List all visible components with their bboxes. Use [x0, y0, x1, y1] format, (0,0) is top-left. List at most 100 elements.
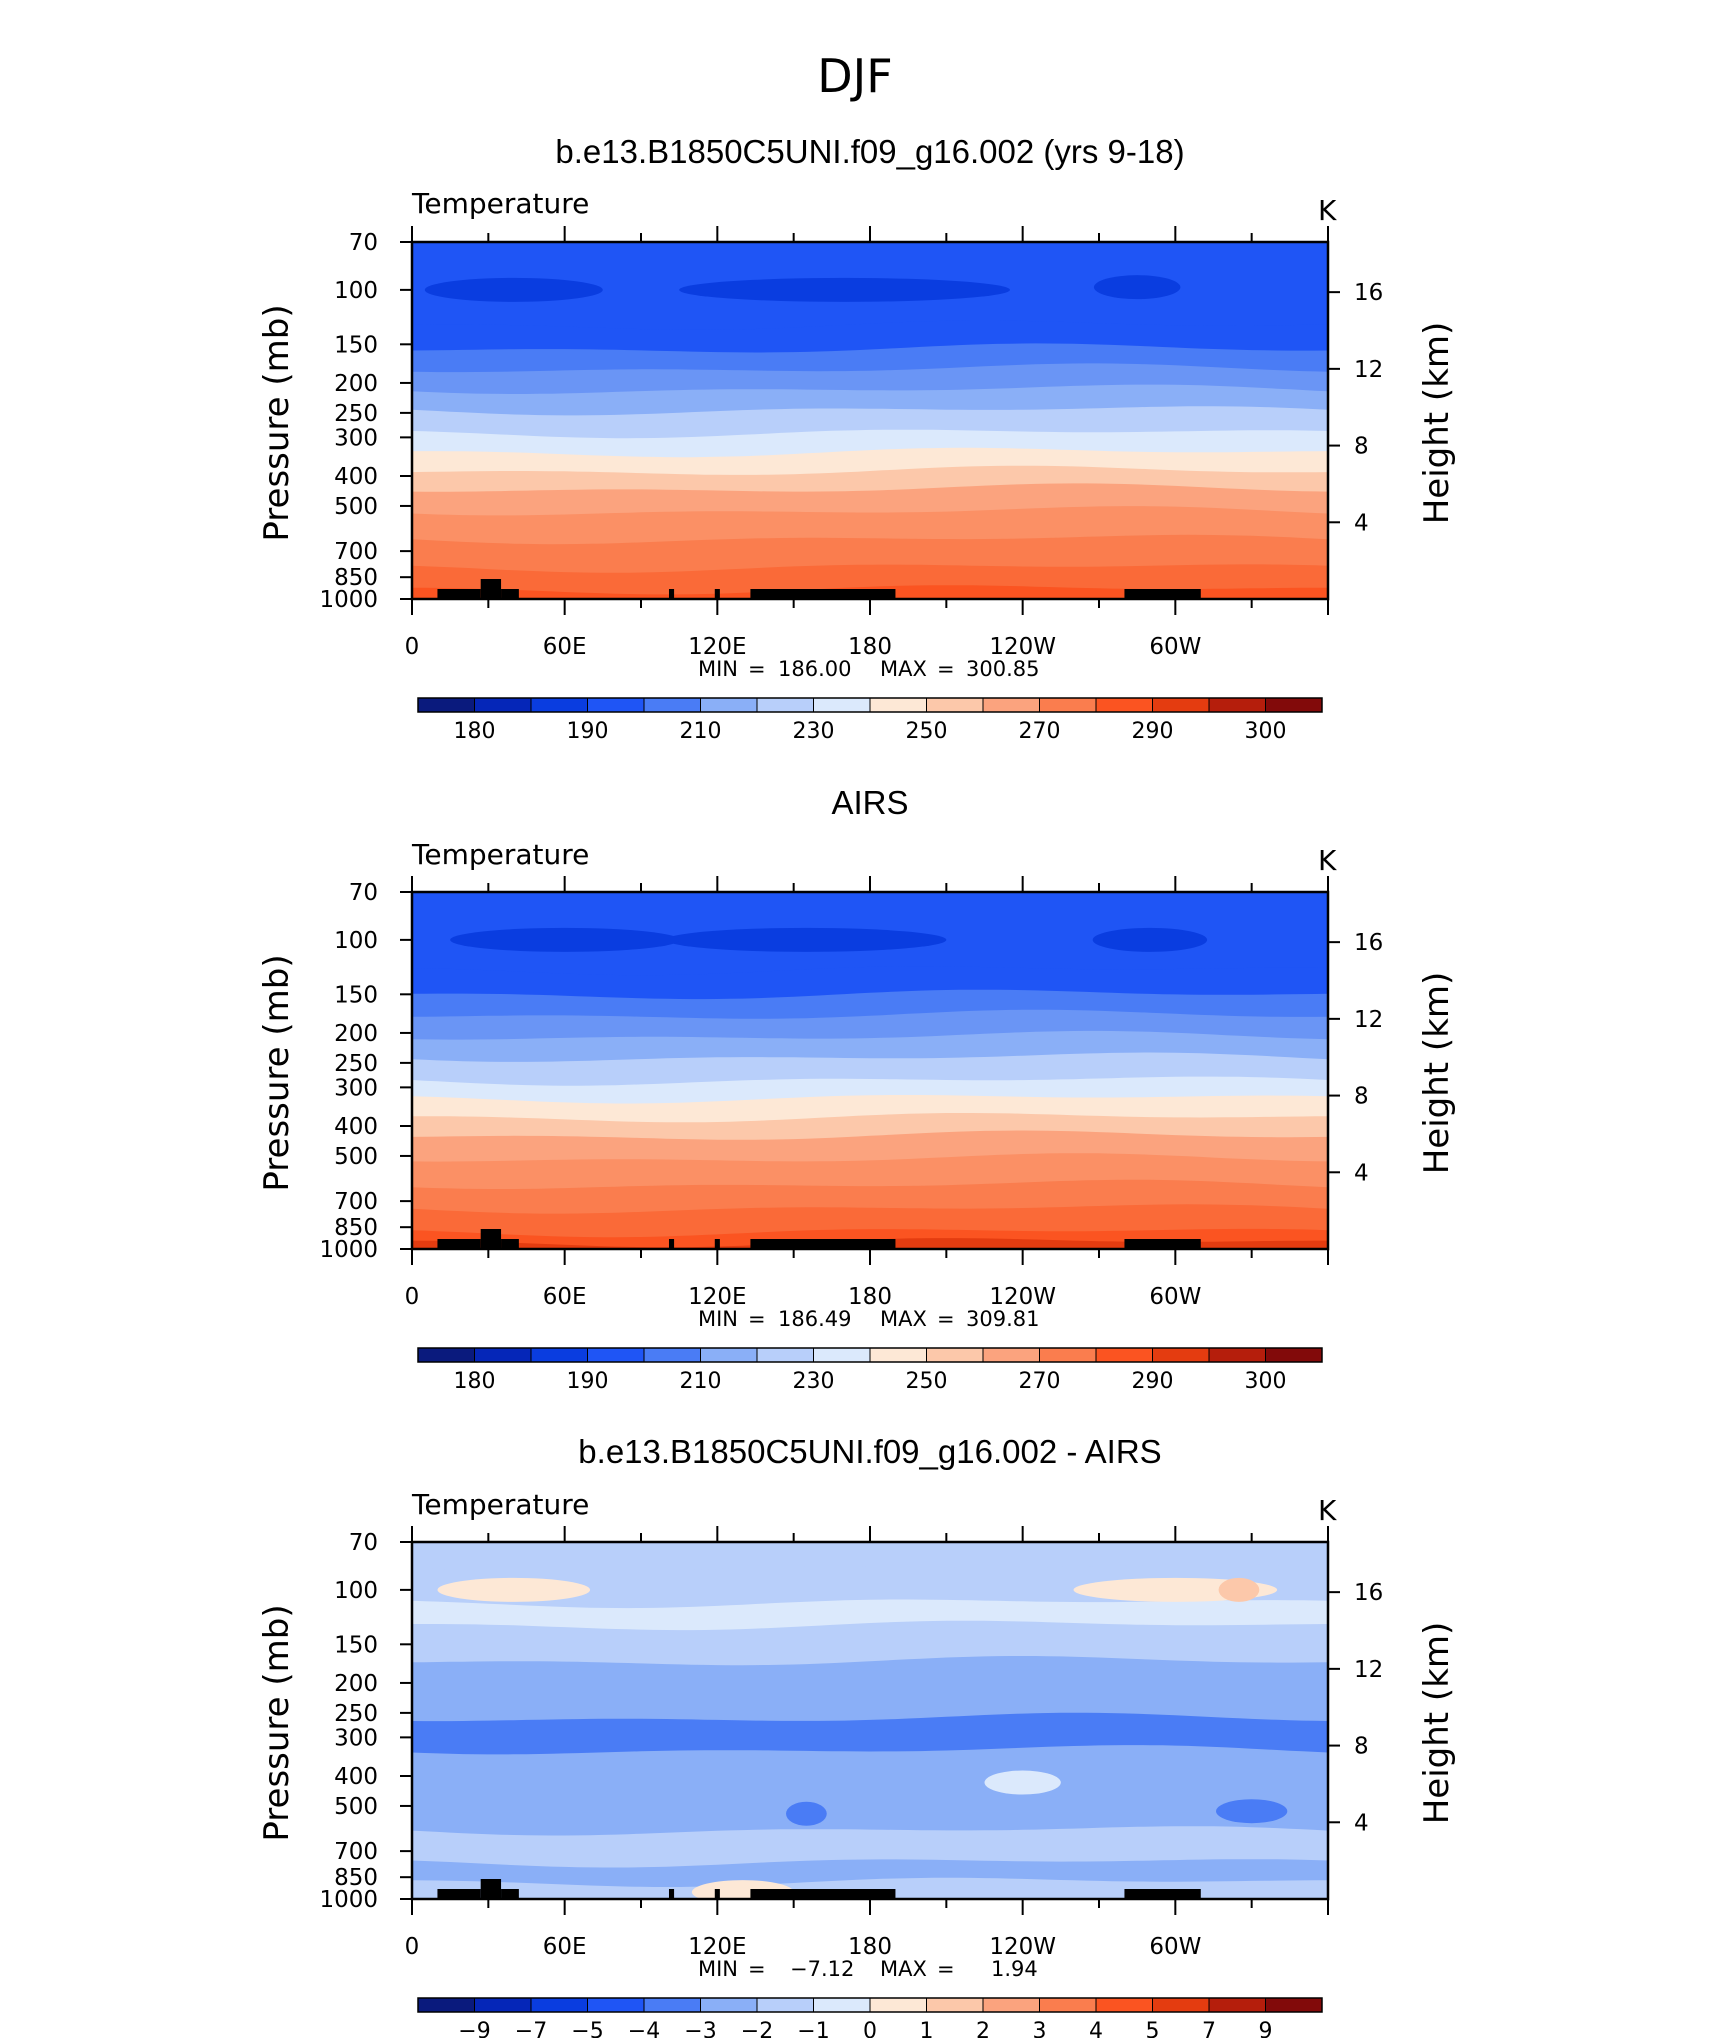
lon-tick-label: 60W: [1149, 1284, 1201, 1310]
colorbar-swatch: [926, 1997, 984, 2013]
colorbar-swatch: [1039, 1997, 1097, 2013]
colorbar-swatch: [1039, 1347, 1097, 1363]
lon-tick-label: 0: [405, 1934, 420, 1960]
max-equals: =: [937, 1957, 955, 1981]
pressure-tick-label: 850: [334, 1865, 378, 1891]
colorbar-label: 300: [1245, 719, 1287, 744]
colorbar-swatch: [643, 1997, 701, 2013]
colorbar-swatch: [1152, 1347, 1210, 1363]
colorbar-label: 3: [1033, 2019, 1047, 2038]
pressure-tick-label: 400: [334, 1764, 378, 1790]
height-tick-label: 16: [1354, 1580, 1383, 1606]
contour-patch: [679, 277, 1010, 302]
pressure-tick-label: 1000: [319, 1237, 378, 1263]
pressure-tick-label: 100: [334, 278, 378, 304]
contour-band: [412, 1877, 1328, 1899]
max-value: 300.85: [966, 657, 1039, 681]
pressure-tick-label: 700: [334, 539, 378, 565]
colorbar-swatch: [417, 697, 475, 713]
pressure-tick-label: 500: [334, 1144, 378, 1170]
lon-tick-label: 180: [848, 1934, 892, 1960]
lon-tick-label: 60E: [543, 1934, 587, 1960]
colorbar-label: −2: [741, 2019, 773, 2038]
colorbar-swatch: [982, 1347, 1040, 1363]
colorbar-swatch: [530, 1997, 588, 2013]
colorbar-label: 2: [976, 2019, 990, 2038]
colorbar-swatch: [869, 1997, 927, 2013]
colorbar-label: 230: [793, 1369, 835, 1394]
min-value: 186.00: [778, 657, 851, 681]
max-label: MAX: [880, 1957, 927, 1981]
colorbar-swatch: [700, 1347, 758, 1363]
lon-tick-label: 60W: [1149, 634, 1201, 660]
colorbar-swatch: [813, 1347, 871, 1363]
pressure-tick-label: 200: [334, 1671, 378, 1697]
colorbar-frame: [417, 697, 1323, 713]
panel-model: b.e13.B1850C5UNI.f09_g16.002 (yrs 9-18) …: [257, 133, 1457, 744]
topography-mask: [437, 1239, 481, 1249]
colorbar-swatch: [1095, 1347, 1153, 1363]
topography-mask: [1124, 1889, 1201, 1899]
contour-field: [412, 1542, 1328, 1899]
height-tick-label: 8: [1354, 1734, 1369, 1760]
height-tick-label: 12: [1354, 357, 1383, 383]
colorbar-label: 5: [1146, 2019, 1160, 2038]
height-axis-label: Height (km): [1417, 972, 1457, 1175]
colorbar-swatch: [1265, 697, 1323, 713]
pressure-tick-label: 1000: [319, 1887, 378, 1913]
topography-mask: [501, 1889, 519, 1899]
topography-mask: [437, 1889, 481, 1899]
colorbar-label: −5: [571, 2019, 603, 2038]
max-label: MAX: [880, 657, 927, 681]
contour-patch: [1216, 1799, 1288, 1824]
pressure-tick-label: 1000: [319, 587, 378, 613]
panel-title: b.e13.B1850C5UNI.f09_g16.002 (yrs 9-18): [555, 133, 1184, 170]
colorbar-label: −1: [797, 2019, 829, 2038]
variable-label: Temperature: [411, 187, 589, 220]
height-tick-label: 4: [1354, 1160, 1369, 1186]
colorbar-label: 7: [1202, 2019, 1216, 2038]
pressure-tick-label: 850: [334, 565, 378, 591]
colorbar-label: 180: [454, 719, 496, 744]
colorbar-swatch: [474, 1347, 532, 1363]
pressure-tick-label: 500: [334, 494, 378, 520]
min-label: MIN: [698, 657, 738, 681]
pressure-tick-label: 100: [334, 928, 378, 954]
contour-patch: [786, 1801, 827, 1826]
lon-tick-label: 60E: [543, 634, 587, 660]
lon-tick-label: 120W: [989, 1284, 1056, 1310]
max-label: MAX: [880, 1307, 927, 1331]
colorbar-label: −4: [628, 2019, 660, 2038]
contour-patch: [666, 927, 947, 952]
topography-mask: [668, 1889, 675, 1899]
lon-tick-label: 120W: [989, 1934, 1056, 1960]
topography-mask: [1124, 1239, 1201, 1249]
colorbar-swatch: [587, 1347, 645, 1363]
height-tick-label: 16: [1354, 280, 1383, 306]
colorbar-swatch: [530, 1347, 588, 1363]
pressure-tick-label: 700: [334, 1839, 378, 1865]
lon-tick-label: 120W: [989, 634, 1056, 660]
pressure-tick-label: 700: [334, 1189, 378, 1215]
min-label: MIN: [698, 1957, 738, 1981]
min-equals: =: [748, 1957, 766, 1981]
topography-mask: [501, 589, 519, 599]
colorbar-swatch: [1039, 697, 1097, 713]
colorbar-swatch: [813, 697, 871, 713]
pressure-tick-label: 150: [334, 332, 378, 358]
units-label: K: [1318, 1494, 1337, 1527]
panel-airs: AIRS Temperature K Pressure (mb) Height …: [257, 784, 1457, 1394]
topography-mask: [668, 1239, 675, 1249]
colorbar-swatch: [417, 1997, 475, 2013]
min-equals: =: [748, 1307, 766, 1331]
pressure-tick-label: 400: [334, 1114, 378, 1140]
contour-patch: [450, 927, 680, 952]
pressure-tick-label: 150: [334, 982, 378, 1008]
colorbar-swatch: [869, 1347, 927, 1363]
colorbar-swatch: [1208, 697, 1266, 713]
pressure-tick-label: 70: [349, 1530, 378, 1556]
panel-difference: b.e13.B1850C5UNI.f09_g16.002 - AIRS Temp…: [257, 1433, 1457, 2038]
pressure-tick-label: 200: [334, 1021, 378, 1047]
figure-title: DJF: [817, 49, 892, 103]
panel-title: AIRS: [831, 784, 908, 821]
